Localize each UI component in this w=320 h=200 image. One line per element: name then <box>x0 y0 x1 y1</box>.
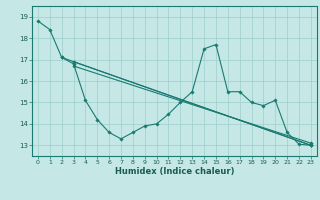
X-axis label: Humidex (Indice chaleur): Humidex (Indice chaleur) <box>115 167 234 176</box>
